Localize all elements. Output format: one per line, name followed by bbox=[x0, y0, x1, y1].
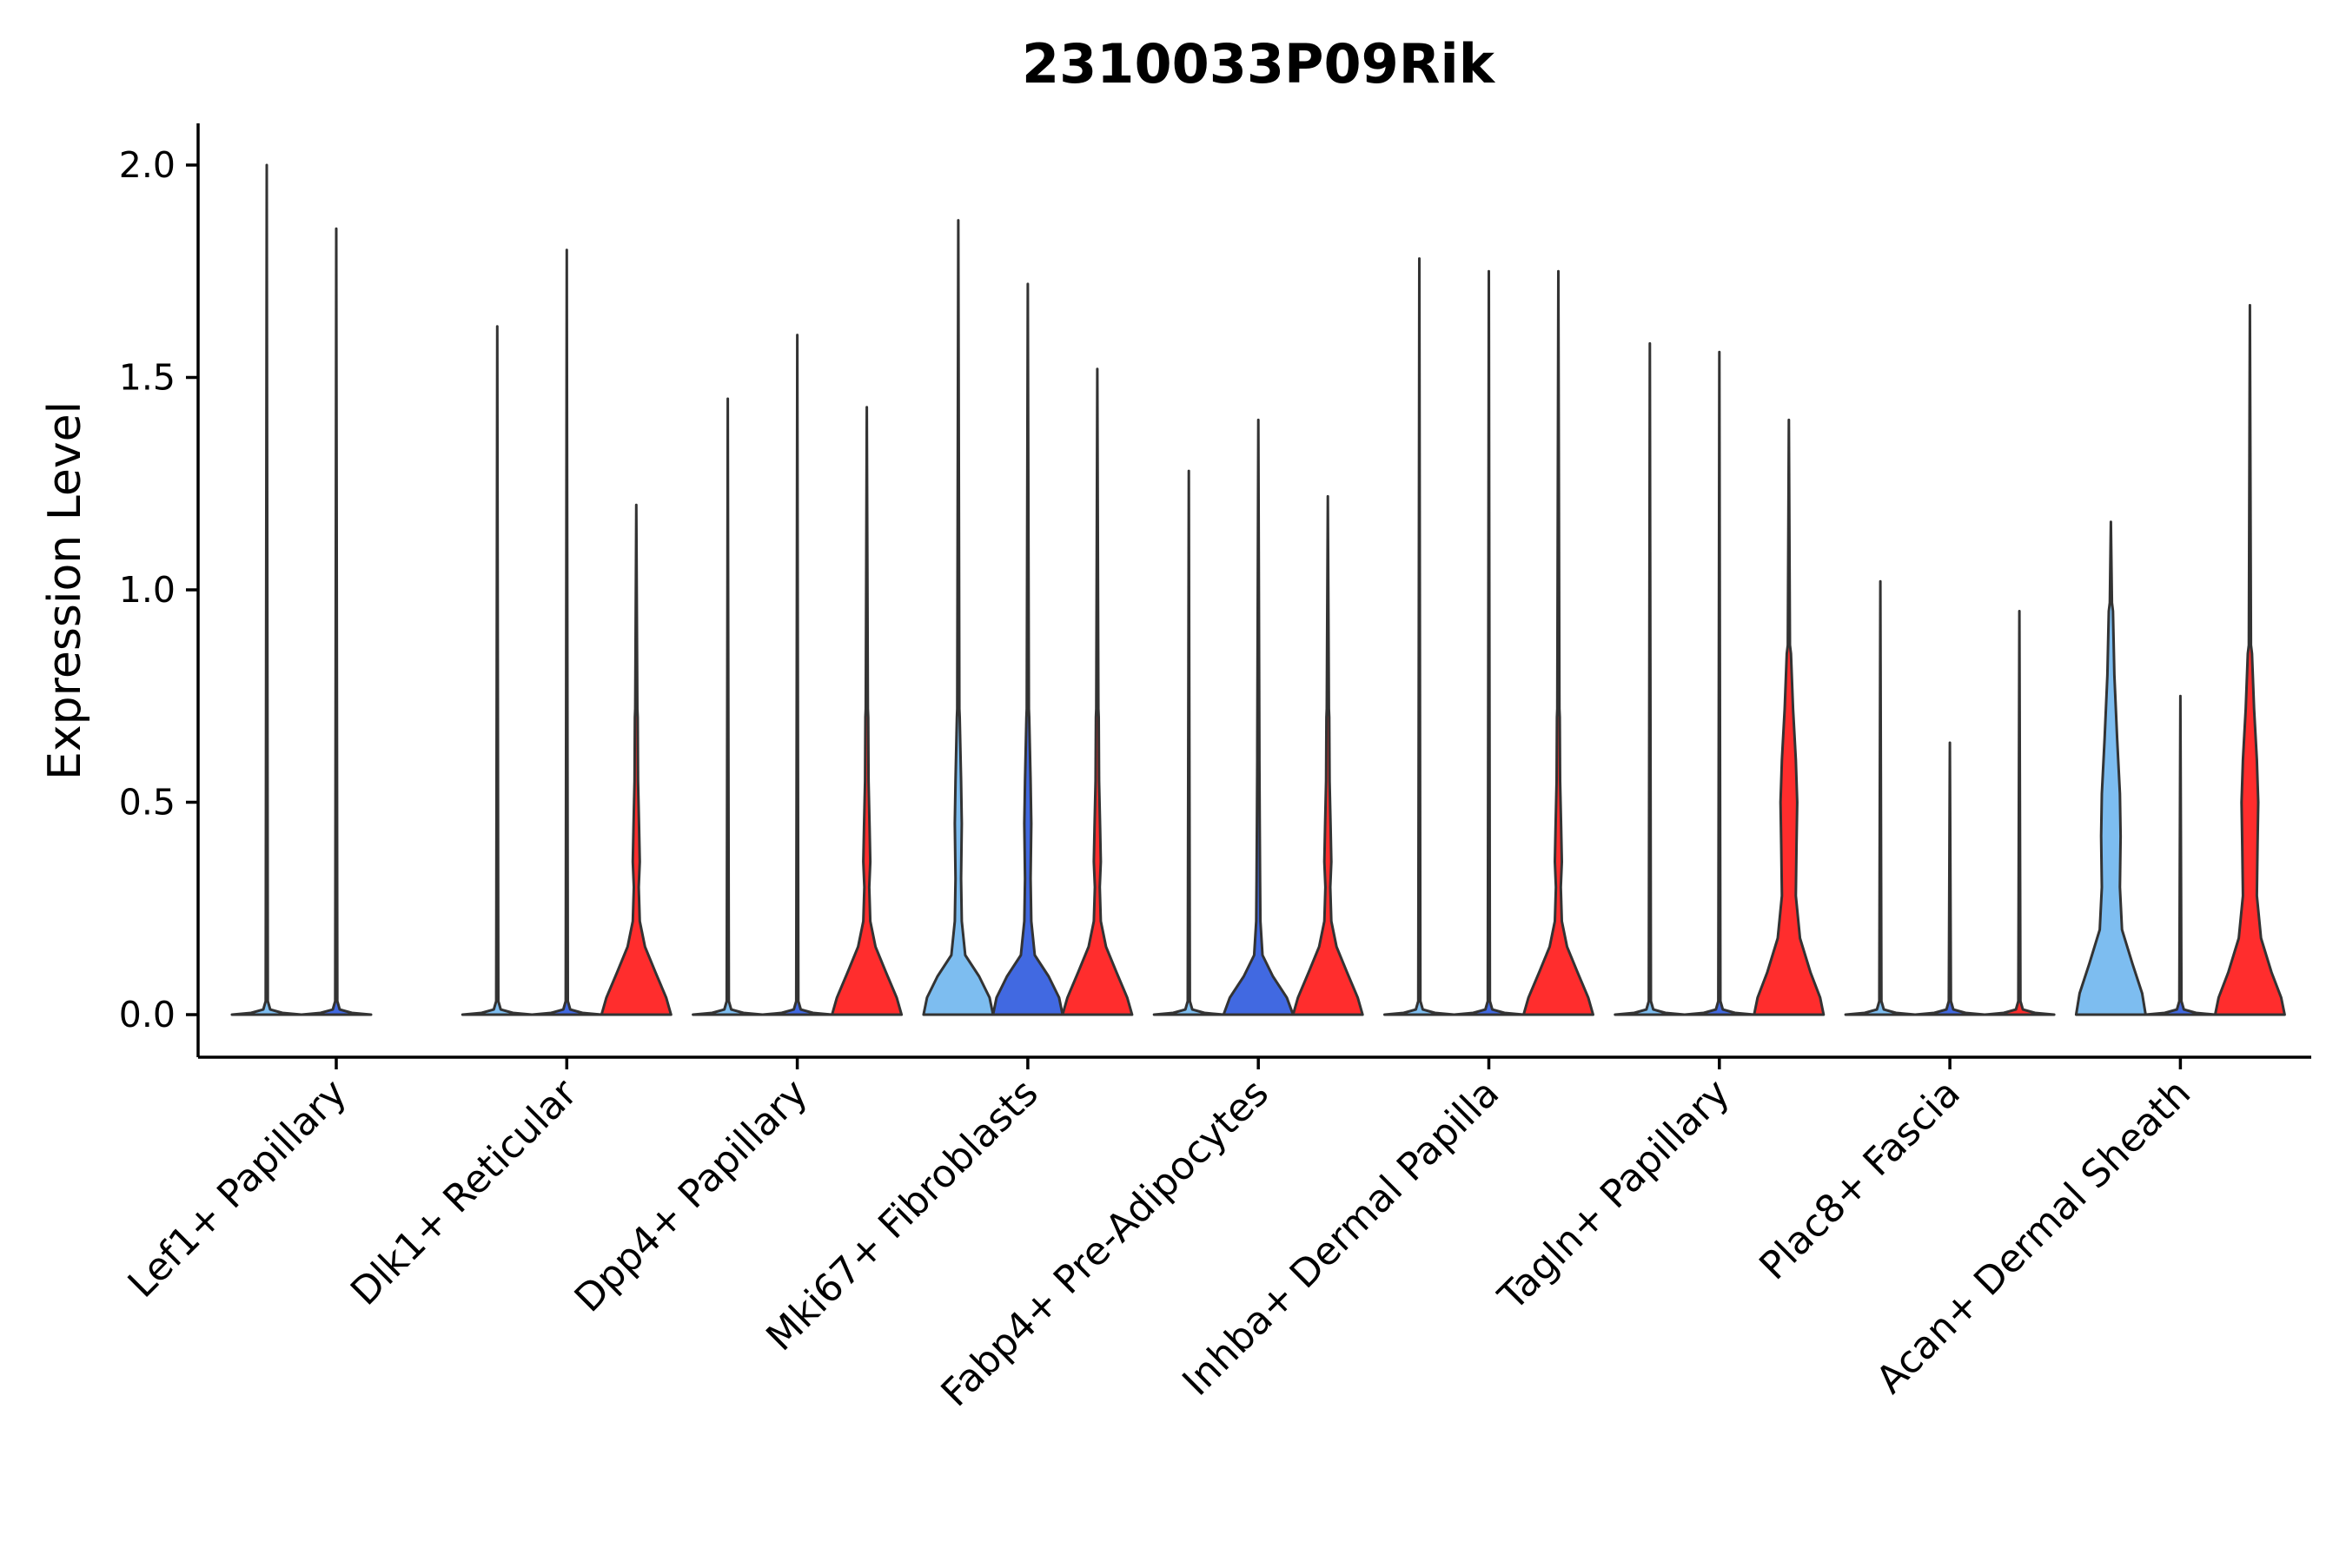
x-tick-label: Dpp4+ Papillary bbox=[567, 1071, 817, 1321]
violin-plac8-fascia-group-2 bbox=[1913, 741, 1986, 1016]
violin-acan-dermal-sheath-group-2 bbox=[2144, 694, 2217, 1016]
violin-inhba-dermal-papilla-group-2 bbox=[1453, 269, 1525, 1016]
violin-inhba-dermal-papilla-group-1 bbox=[1383, 257, 1455, 1016]
violin-dlk1-reticular-group-1 bbox=[461, 325, 533, 1016]
violin-mki67-fibroblasts-group-2 bbox=[991, 282, 1064, 1016]
violin-dpp4-papillary-group-2 bbox=[761, 334, 834, 1016]
violin-tagln-papillary-group-3 bbox=[1753, 418, 1826, 1016]
violins-layer bbox=[230, 163, 2286, 1016]
violin-acan-dermal-sheath-group-3 bbox=[2213, 303, 2286, 1016]
violin-mki67-fibroblasts-group-3 bbox=[1061, 367, 1134, 1016]
violin-tagln-papillary-group-1 bbox=[1614, 341, 1687, 1016]
violin-fabp4-pre-adipocytes-group-2 bbox=[1222, 418, 1295, 1016]
y-tick-label: 0.0 bbox=[119, 994, 176, 1035]
y-tick-label: 1.5 bbox=[119, 357, 176, 399]
x-tick-label: Dlk1+ Reticular bbox=[342, 1070, 586, 1314]
violin-lef1-papillary-group-2 bbox=[300, 227, 373, 1016]
violin-fabp4-pre-adipocytes-group-1 bbox=[1152, 469, 1225, 1016]
violin-lef1-papillary-group-1 bbox=[230, 163, 303, 1016]
x-tick-label: Lef1+ Papillary bbox=[120, 1071, 355, 1307]
chart-title: 2310033P09Rik bbox=[1022, 32, 1496, 96]
violin-fabp4-pre-adipocytes-group-3 bbox=[1291, 494, 1364, 1016]
violin-plac8-fascia-group-1 bbox=[1844, 579, 1917, 1016]
y-tick-label: 0.5 bbox=[119, 782, 176, 824]
violin-inhba-dermal-papilla-group-3 bbox=[1522, 269, 1594, 1016]
y-axis-label: Expression Level bbox=[39, 401, 91, 780]
y-tick-label: 2.0 bbox=[119, 144, 176, 186]
violin-dlk1-reticular-group-3 bbox=[600, 503, 673, 1016]
violin-tagln-papillary-group-2 bbox=[1683, 350, 1756, 1016]
violin-dlk1-reticular-group-2 bbox=[530, 248, 603, 1016]
violin-plac8-fascia-group-3 bbox=[1983, 610, 2056, 1016]
violin-dpp4-papillary-group-3 bbox=[831, 406, 904, 1016]
violin-acan-dermal-sheath-group-1 bbox=[2074, 520, 2147, 1016]
x-tick-label: Tagln+ Papillary bbox=[1489, 1071, 1738, 1320]
y-tick-label: 1.0 bbox=[119, 569, 176, 611]
violin-mki67-fibroblasts-group-1 bbox=[922, 219, 995, 1016]
x-tick-label: Plac8+ Fascia bbox=[1751, 1071, 1969, 1289]
violin-dpp4-papillary-group-1 bbox=[692, 397, 765, 1016]
